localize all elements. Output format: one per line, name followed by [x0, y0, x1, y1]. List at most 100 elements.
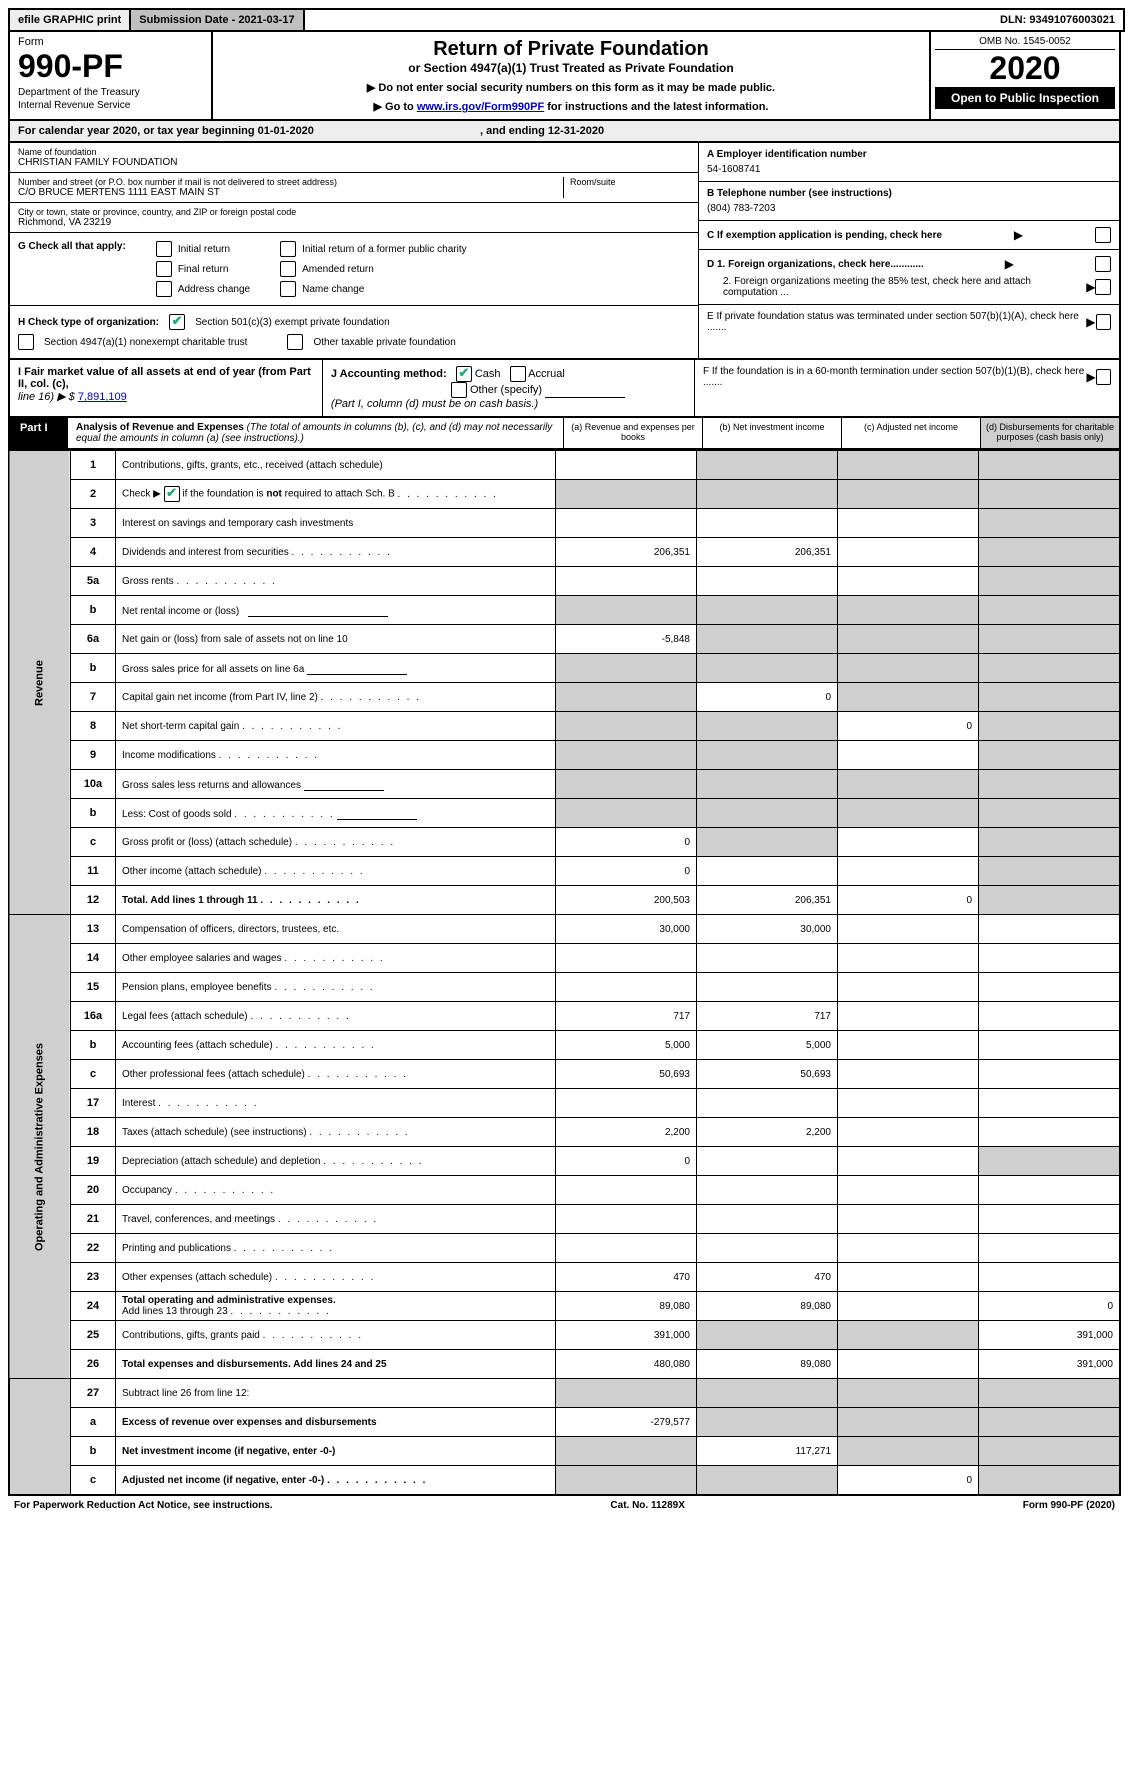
omb-number: OMB No. 1545-0052 — [935, 36, 1115, 50]
irs-link[interactable]: www.irs.gov/Form990PF — [417, 101, 544, 113]
j-accrual: Accrual — [528, 368, 565, 380]
cb-accrual[interactable] — [510, 366, 526, 382]
f-label: F If the foundation is in a 60-month ter… — [703, 366, 1086, 388]
dln-label: DLN: 93491076003021 — [992, 10, 1123, 30]
cb-name-change[interactable] — [280, 281, 296, 297]
cb-e[interactable] — [1096, 314, 1111, 330]
cb-other[interactable] — [451, 382, 467, 398]
r27: Subtract line 26 from line 12: — [116, 1379, 556, 1408]
cal-end: , and ending 12-31-2020 — [480, 125, 604, 137]
table-row: 9Income modifications — [9, 741, 1120, 770]
cb-schb[interactable] — [164, 486, 180, 502]
col-d-head: (d) Disbursements for charitable purpose… — [980, 418, 1119, 448]
col-a-head: (a) Revenue and expenses per books — [563, 418, 702, 448]
j-note: (Part I, column (d) must be on cash basi… — [331, 398, 538, 410]
cb-c[interactable] — [1095, 227, 1111, 243]
ein-box: A Employer identification number 54-1608… — [699, 143, 1119, 182]
g-section: G Check all that apply: Initial return F… — [10, 233, 698, 306]
h-c2: Section 4947(a)(1) nonexempt charitable … — [44, 337, 247, 348]
part1-header: Part I Analysis of Revenue and Expenses … — [8, 418, 1121, 450]
cb-4947[interactable] — [18, 334, 34, 350]
h-label: H Check type of organization: — [18, 317, 159, 328]
table-row: 24Total operating and administrative exp… — [9, 1292, 1120, 1321]
r4: Dividends and interest from securities — [116, 538, 556, 567]
open-inspection: Open to Public Inspection — [935, 87, 1115, 109]
header-left: Form 990-PF Department of the Treasury I… — [10, 32, 213, 119]
r16a: Legal fees (attach schedule) — [116, 1002, 556, 1031]
table-row: 5aGross rents — [9, 567, 1120, 596]
foundation-name: CHRISTIAN FAMILY FOUNDATION — [18, 157, 690, 168]
cb-other-taxable[interactable] — [287, 334, 303, 350]
phone-value: (804) 783-7203 — [707, 203, 1111, 214]
g-initial: Initial return — [178, 244, 230, 255]
arrow-icon: ▶ — [1014, 228, 1023, 242]
d2-label: 2. Foreign organizations meeting the 85%… — [707, 276, 1086, 298]
cb-amended[interactable] — [280, 261, 296, 277]
g-namechange: Name change — [302, 284, 364, 295]
table-row: 4Dividends and interest from securities … — [9, 538, 1120, 567]
form-header: Form 990-PF Department of the Treasury I… — [8, 32, 1121, 121]
footer-left: For Paperwork Reduction Act Notice, see … — [14, 1500, 273, 1511]
header-right: OMB No. 1545-0052 2020 Open to Public In… — [929, 32, 1119, 119]
table-row: bNet investment income (if negative, ent… — [9, 1437, 1120, 1466]
table-row: 16aLegal fees (attach schedule) 717717 — [9, 1002, 1120, 1031]
r9: Income modifications — [116, 741, 556, 770]
cb-d1[interactable] — [1095, 256, 1111, 272]
phone-box: B Telephone number (see instructions) (8… — [699, 182, 1119, 221]
j-label: J Accounting method: — [331, 368, 447, 380]
table-row: 8Net short-term capital gain 0 — [9, 712, 1120, 741]
table-row: 18Taxes (attach schedule) (see instructi… — [9, 1118, 1120, 1147]
table-row: bNet rental income or (loss) — [9, 596, 1120, 625]
g-amended: Amended return — [302, 264, 374, 275]
cb-f[interactable] — [1096, 369, 1111, 385]
table-row: 19Depreciation (attach schedule) and dep… — [9, 1147, 1120, 1176]
g-addrchange: Address change — [178, 284, 250, 295]
city-label: City or town, state or province, country… — [18, 207, 690, 217]
cb-cash[interactable] — [456, 366, 472, 382]
ein-value: 54-1608741 — [707, 164, 1111, 175]
cb-d2[interactable] — [1095, 279, 1111, 295]
table-row: cOther professional fees (attach schedul… — [9, 1060, 1120, 1089]
form-subtitle: or Section 4947(a)(1) Trust Treated as P… — [219, 61, 923, 75]
dept-treasury: Department of the Treasury — [18, 87, 203, 98]
table-row: Operating and Administrative Expenses 13… — [9, 915, 1120, 944]
calendar-year-row: For calendar year 2020, or tax year begi… — [8, 121, 1121, 143]
r24: Total operating and administrative expen… — [116, 1292, 556, 1321]
table-row: bGross sales price for all assets on lin… — [9, 654, 1120, 683]
form-number: 990-PF — [18, 48, 203, 85]
r8: Net short-term capital gain — [116, 712, 556, 741]
cb-initial-former[interactable] — [280, 241, 296, 257]
table-row: cGross profit or (loss) (attach schedule… — [9, 828, 1120, 857]
h-section: H Check type of organization: Section 50… — [10, 306, 698, 358]
fmv-value[interactable]: 7,891,109 — [78, 391, 127, 403]
revenue-label: Revenue — [9, 451, 71, 915]
r16b: Accounting fees (attach schedule) — [116, 1031, 556, 1060]
i-label: I Fair market value of all assets at end… — [18, 366, 311, 390]
table-row: 12Total. Add lines 1 through 11 200,5032… — [9, 886, 1120, 915]
cb-final[interactable] — [156, 261, 172, 277]
table-row: 3Interest on savings and temporary cash … — [9, 509, 1120, 538]
r14: Other employee salaries and wages — [116, 944, 556, 973]
r20: Occupancy — [116, 1176, 556, 1205]
note-ssn: ▶ Do not enter social security numbers o… — [219, 81, 923, 94]
cb-addr-change[interactable] — [156, 281, 172, 297]
cb-501c3[interactable] — [169, 314, 185, 330]
note2-prefix: ▶ Go to — [374, 101, 417, 113]
j-cash: Cash — [475, 368, 501, 380]
table-row: Revenue 1Contributions, gifts, grants, e… — [9, 451, 1120, 480]
name-row: Name of foundation CHRISTIAN FAMILY FOUN… — [10, 143, 698, 173]
cb-initial[interactable] — [156, 241, 172, 257]
table-row: bLess: Cost of goods sold — [9, 799, 1120, 828]
col-b-head: (b) Net investment income — [702, 418, 841, 448]
r16c: Other professional fees (attach schedule… — [116, 1060, 556, 1089]
h-c1: Section 501(c)(3) exempt private foundat… — [195, 317, 390, 328]
entity-grid: Name of foundation CHRISTIAN FAMILY FOUN… — [8, 143, 1121, 360]
r11: Other income (attach schedule) — [116, 857, 556, 886]
r18: Taxes (attach schedule) (see instruction… — [116, 1118, 556, 1147]
efile-label: efile GRAPHIC print — [10, 10, 131, 30]
r10a: Gross sales less returns and allowances — [116, 770, 556, 799]
table-row: aExcess of revenue over expenses and dis… — [9, 1408, 1120, 1437]
r3: Interest on savings and temporary cash i… — [116, 509, 556, 538]
r27a: Excess of revenue over expenses and disb… — [116, 1408, 556, 1437]
table-row: 14Other employee salaries and wages — [9, 944, 1120, 973]
